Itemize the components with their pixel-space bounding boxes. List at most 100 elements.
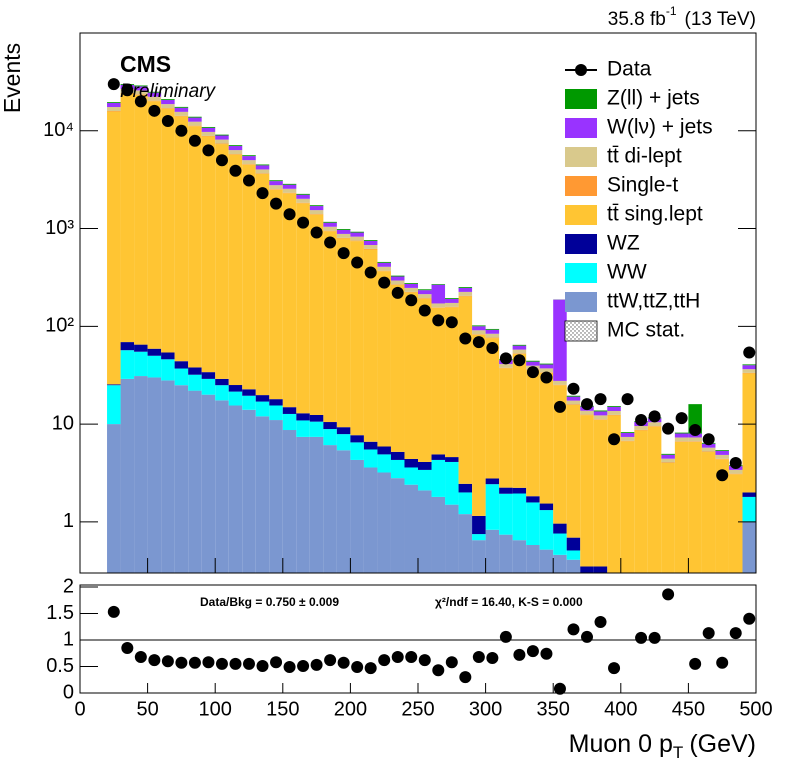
data-point bbox=[243, 174, 255, 187]
ratio-point bbox=[459, 671, 472, 684]
histogram-bar bbox=[161, 108, 175, 109]
histogram-bar bbox=[674, 437, 689, 442]
histogram-bar bbox=[336, 434, 351, 451]
histogram-bar bbox=[282, 184, 297, 189]
histogram-bar bbox=[323, 231, 337, 423]
histogram-bar bbox=[647, 426, 662, 573]
histogram-bar bbox=[499, 534, 513, 573]
histogram-bar bbox=[377, 446, 391, 455]
data-point bbox=[702, 433, 715, 446]
histogram-bar bbox=[485, 337, 500, 339]
histogram-bar bbox=[336, 233, 351, 238]
histogram-bar bbox=[404, 292, 418, 459]
data-point bbox=[689, 424, 702, 437]
ratio-point bbox=[662, 588, 675, 601]
histogram-bar bbox=[336, 238, 351, 428]
histogram-bar bbox=[593, 419, 608, 567]
histogram-bar bbox=[431, 307, 446, 455]
data-point bbox=[594, 393, 607, 406]
histogram-bar bbox=[120, 350, 135, 379]
cms-label: CMS bbox=[120, 51, 171, 77]
histogram-bar bbox=[593, 415, 608, 420]
histogram-bar bbox=[161, 104, 175, 109]
histogram-bar bbox=[350, 236, 364, 241]
y-tick-label: 10³ bbox=[45, 217, 74, 239]
histogram-bar bbox=[296, 202, 310, 204]
histogram-bar bbox=[309, 414, 324, 422]
histogram-bar bbox=[282, 193, 297, 408]
histogram-bar bbox=[458, 492, 473, 515]
histogram-bar bbox=[201, 135, 216, 137]
ratio-point bbox=[243, 657, 255, 670]
ratio-point bbox=[310, 658, 323, 671]
histogram-bar bbox=[661, 462, 675, 464]
legend-label: W(lν) + jets bbox=[607, 116, 713, 139]
histogram-bar bbox=[445, 307, 459, 458]
data-point bbox=[486, 342, 499, 355]
ratio-point bbox=[418, 654, 431, 667]
histogram-bar bbox=[580, 410, 594, 415]
histogram-bar bbox=[336, 229, 351, 230]
lumi-label: 35.8 fb-1 (13 TeV) bbox=[608, 4, 756, 30]
histogram-bar bbox=[309, 206, 324, 211]
x-tick-label: 400 bbox=[604, 698, 637, 720]
histogram-bar bbox=[120, 342, 135, 351]
legend-label: MC stat. bbox=[607, 319, 685, 342]
data-point bbox=[729, 457, 742, 470]
histogram-bar bbox=[201, 378, 216, 395]
histogram-bar bbox=[350, 435, 364, 443]
legend-swatch bbox=[565, 234, 597, 254]
legend-label: ttW,ttZ,ttH bbox=[607, 290, 700, 313]
histogram-bar bbox=[742, 373, 756, 493]
histogram-bar bbox=[107, 111, 121, 112]
histogram-bar bbox=[282, 192, 297, 194]
histogram-bar bbox=[566, 559, 581, 573]
histogram-bar bbox=[363, 245, 378, 249]
histogram-bar bbox=[228, 154, 243, 386]
x-tick-label: 300 bbox=[469, 698, 502, 720]
histogram-bar bbox=[161, 352, 175, 360]
histogram-bar bbox=[512, 487, 527, 494]
histogram-bar bbox=[674, 433, 689, 438]
ratio-point bbox=[743, 612, 756, 625]
ratio-point bbox=[297, 659, 310, 672]
histogram-bar bbox=[377, 266, 391, 271]
histogram-bar bbox=[526, 369, 540, 497]
histogram-bar bbox=[350, 459, 364, 573]
data-point bbox=[499, 352, 512, 365]
legend-label: tt̄ di-lept bbox=[607, 145, 682, 168]
histogram-bar bbox=[134, 94, 148, 95]
data-point bbox=[297, 216, 310, 229]
histogram-bar bbox=[445, 461, 459, 505]
histogram-bar bbox=[201, 126, 216, 128]
data-point bbox=[351, 256, 364, 269]
histogram-bar bbox=[269, 189, 283, 400]
legend-swatch bbox=[565, 176, 597, 196]
histogram-bar bbox=[431, 284, 446, 285]
histogram-bar bbox=[390, 284, 405, 285]
histogram-bar bbox=[566, 400, 581, 405]
histogram-bar bbox=[215, 144, 229, 379]
histogram-bar bbox=[309, 210, 324, 215]
histogram-bar bbox=[363, 240, 378, 241]
histogram-bar bbox=[296, 198, 310, 203]
histogram-bar bbox=[458, 287, 473, 288]
histogram-bar bbox=[431, 284, 446, 304]
histogram-bar bbox=[526, 496, 540, 503]
histogram-bar bbox=[255, 169, 270, 174]
histogram-bar bbox=[161, 100, 175, 105]
histogram-bar bbox=[512, 493, 527, 541]
histogram-bar bbox=[336, 229, 351, 234]
histogram-bar bbox=[580, 415, 594, 567]
histogram-bar bbox=[701, 443, 716, 448]
ratio-point bbox=[324, 654, 337, 667]
histogram-bar bbox=[566, 396, 581, 401]
histogram-bar bbox=[472, 540, 486, 573]
histogram-bar bbox=[661, 454, 675, 459]
legend-label: WZ bbox=[607, 232, 640, 255]
ratio-point bbox=[202, 656, 215, 669]
histogram-bar bbox=[377, 261, 391, 263]
histogram-bar bbox=[742, 492, 756, 497]
histogram-bar bbox=[255, 173, 270, 396]
histogram-bar bbox=[728, 473, 743, 475]
